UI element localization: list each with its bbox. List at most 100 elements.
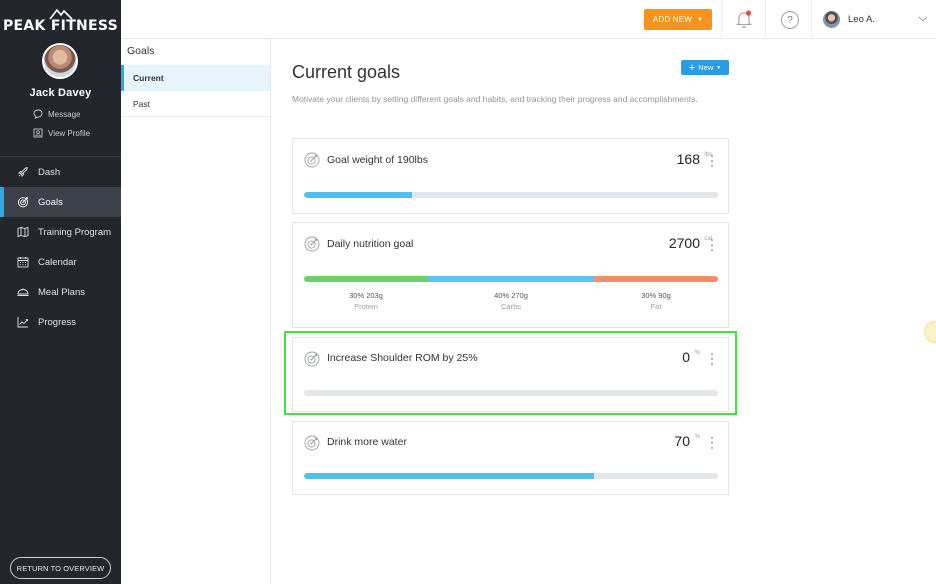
chart-icon bbox=[17, 317, 28, 328]
topbar-divider bbox=[721, 0, 722, 39]
topbar-divider bbox=[811, 0, 812, 39]
macro-segment-fat bbox=[593, 276, 718, 282]
return-to-overview-button[interactable]: RETURN TO OVERVIEW bbox=[10, 557, 111, 579]
target-icon bbox=[304, 435, 320, 451]
nav-item-meal-plans-label: Meal Plans bbox=[38, 286, 85, 298]
nav-item-progress-label: Progress bbox=[38, 316, 77, 328]
target-icon bbox=[304, 236, 320, 252]
client-name: Jack Davey bbox=[29, 87, 92, 99]
macro-split-bar bbox=[304, 276, 718, 282]
goal-title: Daily nutrition goal bbox=[327, 238, 414, 250]
macro-protein: 30% 203g Protein bbox=[333, 290, 399, 312]
goal-value: 0 bbox=[682, 349, 690, 365]
macro-fat-amount: 30% 90g bbox=[641, 291, 671, 300]
goal-card[interactable]: Increase Shoulder ROM by 25% 0 % bbox=[292, 337, 729, 412]
notification-bell-icon[interactable] bbox=[734, 9, 754, 29]
goal-unit: lbs bbox=[704, 152, 712, 158]
more-options-icon[interactable] bbox=[710, 437, 714, 449]
target-icon bbox=[17, 197, 29, 208]
message-link-label: Message bbox=[48, 109, 81, 119]
nav-item-progress[interactable]: Progress bbox=[0, 307, 121, 337]
nav-item-dash[interactable]: Dash bbox=[0, 157, 121, 187]
nav-item-dash-label: Dash bbox=[38, 166, 61, 178]
goal-title: Drink more water bbox=[327, 436, 407, 448]
meal-icon bbox=[17, 288, 29, 296]
goal-progress-fill bbox=[304, 473, 594, 479]
new-goal-label: New bbox=[698, 63, 714, 72]
user-avatar[interactable] bbox=[823, 11, 840, 28]
goal-value: 2700 bbox=[668, 235, 700, 251]
main-nav: Dash Goals Training Program Calendar Mea… bbox=[0, 157, 121, 337]
macro-carbs: 40% 270g Carbs bbox=[478, 290, 544, 312]
macro-protein-amount: 30% 203g bbox=[349, 291, 383, 300]
goal-value: 168 bbox=[676, 151, 700, 167]
map-icon bbox=[17, 226, 29, 238]
caret-down-icon: ▼ bbox=[716, 64, 722, 71]
goal-card[interactable]: Drink more water 70 % bbox=[292, 421, 729, 495]
more-options-icon[interactable] bbox=[710, 353, 714, 365]
add-new-label: ADD NEW bbox=[652, 15, 693, 24]
macro-carbs-label: Carbs bbox=[500, 302, 521, 311]
nav-item-goals-label: Goals bbox=[38, 196, 63, 208]
goal-unit: cal bbox=[704, 236, 712, 242]
brand-logo[interactable]: PEAK FITNESS bbox=[0, 8, 121, 34]
nav-item-calendar-label: Calendar bbox=[38, 256, 77, 268]
topbar: ADD NEW ▼ ? Leo A. bbox=[121, 0, 936, 39]
more-options-icon[interactable] bbox=[710, 239, 714, 251]
view-profile-link[interactable]: View Profile bbox=[33, 128, 90, 138]
nav-item-training-program-label: Training Program bbox=[38, 226, 112, 238]
sidebar: PEAK FITNESS Jack Davey Message View Pro… bbox=[0, 0, 121, 584]
caret-down-icon: ▼ bbox=[697, 16, 704, 23]
profile-icon bbox=[33, 128, 43, 138]
view-profile-link-label: View Profile bbox=[48, 128, 91, 138]
macro-fat: 30% 90g Fat bbox=[623, 290, 689, 312]
nav-item-meal-plans[interactable]: Meal Plans bbox=[0, 277, 121, 307]
goal-title: Increase Shoulder ROM by 25% bbox=[327, 352, 478, 364]
goal-unit: % bbox=[694, 434, 700, 440]
subnav-item-past[interactable]: Past bbox=[121, 91, 270, 117]
chevron-down-icon[interactable] bbox=[918, 14, 928, 24]
target-icon bbox=[304, 351, 320, 367]
macro-segment-carbs bbox=[428, 276, 594, 282]
goal-card[interactable]: Goal weight of 190lbs 168 lbs bbox=[292, 138, 729, 214]
goal-progress-bar bbox=[304, 390, 718, 396]
calendar-icon bbox=[17, 257, 29, 268]
mountain-logo-icon bbox=[48, 8, 73, 20]
macro-segment-protein bbox=[304, 276, 429, 282]
macro-protein-label: Protein bbox=[354, 302, 378, 311]
goals-subnav: Goals Current Past bbox=[121, 39, 271, 584]
goal-progress-bar bbox=[304, 473, 718, 479]
help-bubble-icon[interactable] bbox=[924, 321, 936, 343]
goal-progress-bar bbox=[304, 192, 718, 198]
help-icon[interactable]: ? bbox=[781, 11, 799, 29]
page-title: Current goals bbox=[292, 62, 401, 82]
goal-progress-fill bbox=[304, 192, 412, 198]
nav-item-training-program[interactable]: Training Program bbox=[0, 217, 121, 247]
macro-carbs-amount: 40% 270g bbox=[494, 291, 528, 300]
more-options-icon[interactable] bbox=[710, 155, 714, 167]
goal-title: Goal weight of 190lbs bbox=[327, 154, 428, 166]
rocket-icon bbox=[18, 167, 28, 177]
notification-dot bbox=[745, 10, 752, 16]
subnav-title: Goals bbox=[127, 45, 155, 57]
plus-icon: + bbox=[688, 61, 696, 74]
macro-fat-label: Fat bbox=[650, 302, 662, 311]
add-new-button[interactable]: ADD NEW ▼ bbox=[644, 9, 712, 30]
topbar-divider bbox=[765, 0, 766, 39]
sidebar-divider bbox=[0, 156, 121, 157]
new-goal-button[interactable]: + New ▼ bbox=[681, 60, 729, 75]
nav-item-calendar[interactable]: Calendar bbox=[0, 247, 121, 277]
user-name[interactable]: Leo A. bbox=[848, 14, 875, 25]
brand-name: PEAK FITNESS bbox=[2, 18, 119, 34]
message-link[interactable]: Message bbox=[33, 109, 80, 119]
target-icon bbox=[304, 152, 320, 168]
subnav-item-current[interactable]: Current bbox=[121, 65, 270, 91]
goal-unit: % bbox=[694, 350, 700, 356]
selection-highlight bbox=[284, 331, 737, 415]
goal-card[interactable]: Daily nutrition goal 2700 cal 30% 203g P… bbox=[292, 222, 729, 328]
goal-value: 70 bbox=[674, 433, 690, 449]
page-description: Motivate your clients by setting differe… bbox=[292, 94, 698, 104]
client-avatar bbox=[42, 43, 78, 79]
chat-icon bbox=[33, 109, 43, 119]
nav-item-goals[interactable]: Goals bbox=[0, 187, 121, 217]
